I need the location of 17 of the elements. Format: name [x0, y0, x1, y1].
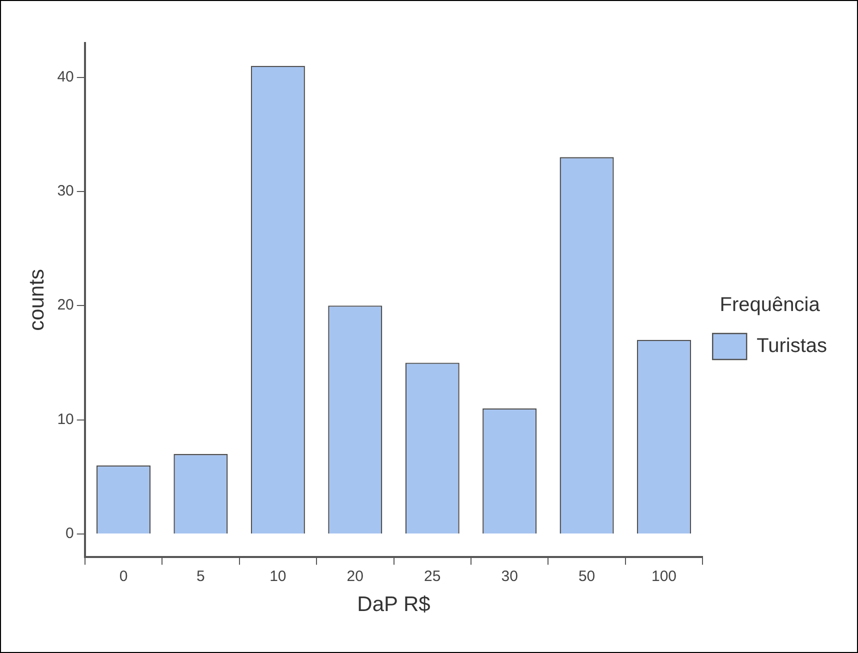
x-tick-label: 5: [196, 568, 205, 585]
legend-label: Turistas: [756, 335, 828, 358]
y-tick-label: 30: [57, 182, 74, 200]
y-tick-label: 20: [57, 296, 74, 314]
x-tick-label: 50: [578, 568, 596, 585]
x-tick-label: 100: [651, 568, 677, 585]
x-tick-label: 0: [119, 568, 128, 585]
y-tick-label: 40: [57, 68, 74, 86]
x-tick-label: 10: [270, 568, 286, 585]
y-axis-title: counts: [25, 268, 48, 331]
x-tick-label: 30: [501, 568, 518, 585]
y-tick-label: 10: [57, 410, 74, 428]
x-tick-label: 20: [346, 568, 364, 585]
x-axis-title: DaP R$: [357, 593, 431, 616]
y-tick-label: 0: [66, 525, 74, 542]
legend-title: Frequência: [720, 294, 821, 316]
x-tick-label: 25: [424, 568, 441, 585]
